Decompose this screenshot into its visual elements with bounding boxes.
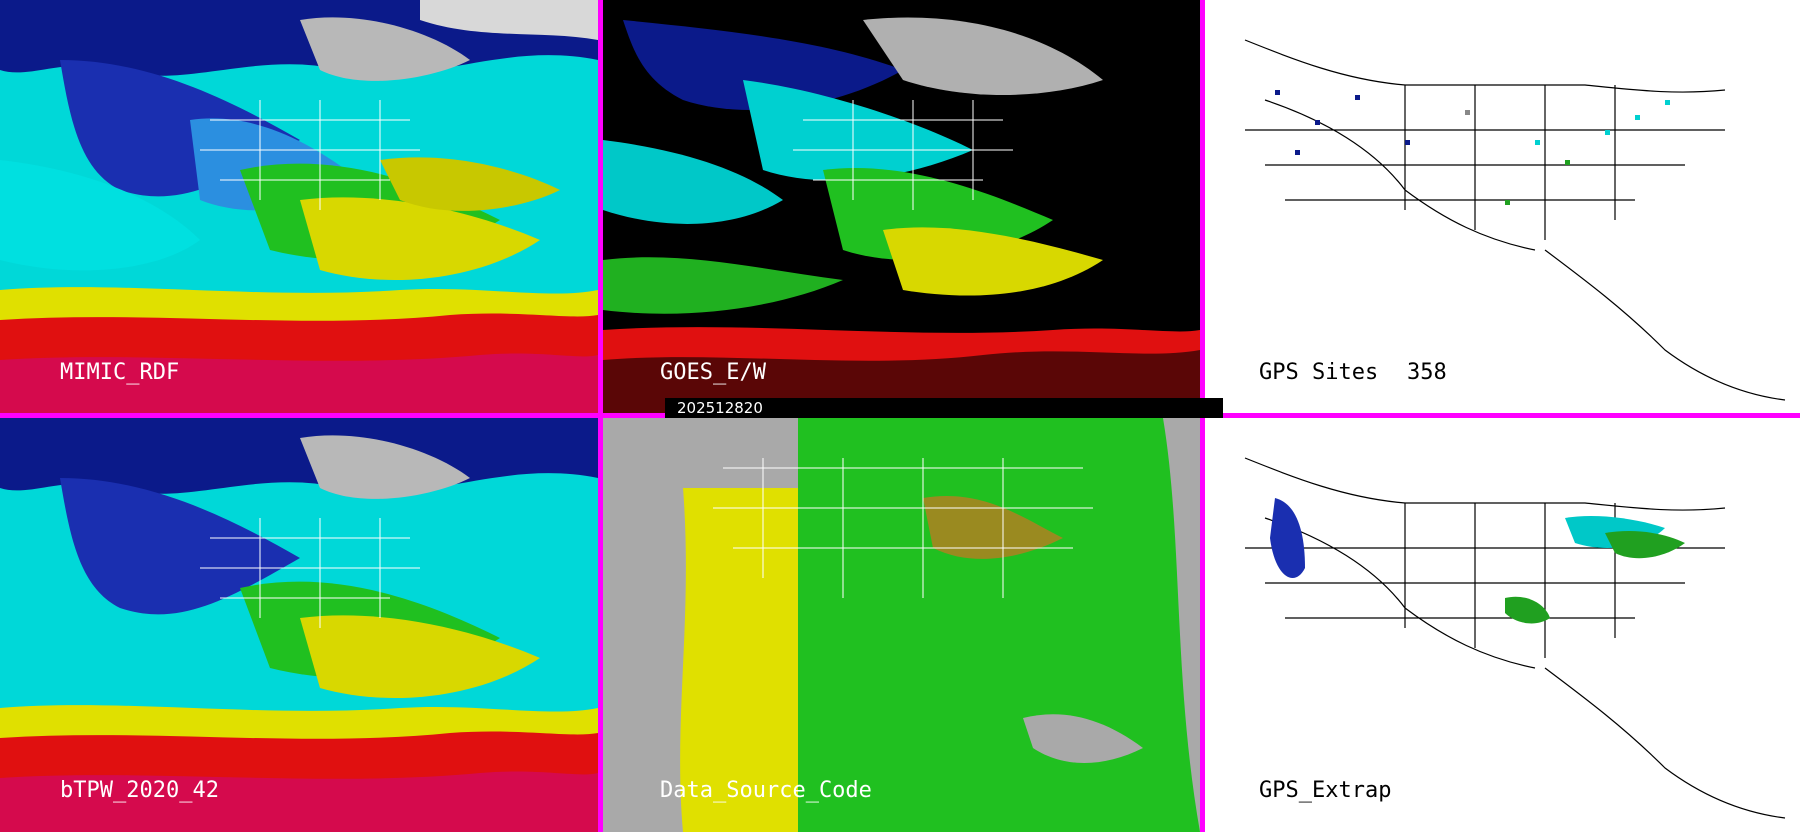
btpw-field-image — [0, 418, 598, 832]
gps-site-count: 358 — [1407, 360, 1447, 385]
panel-label: GPS_Extrap — [1259, 778, 1392, 803]
panel-label: MIMIC_RDF — [60, 360, 180, 385]
panel-mimic-rdf: MIMIC_RDF — [0, 0, 598, 413]
panel-label: GPS Sites — [1259, 360, 1379, 385]
data-source-field-image — [603, 418, 1200, 832]
panel-gps-sites: GPS Sites 358 — [1205, 0, 1800, 413]
panel-label: Data_Source_Code — [660, 778, 872, 803]
gps-site-markers — [1275, 90, 1670, 205]
gps-extrap-map — [1205, 418, 1800, 832]
panel-data-source-code: Data_Source_Code — [603, 418, 1200, 832]
panel-goes-ew: GOES_E/W — [603, 0, 1200, 413]
gps-sites-map — [1205, 0, 1800, 413]
panel-label: GOES_E/W — [660, 360, 766, 385]
timestamp-bar: 202512820 — [665, 398, 1223, 418]
panel-btpw-2020-42: bTPW_2020_42 — [0, 418, 598, 832]
panel-label: bTPW_2020_42 — [60, 778, 219, 803]
moisture-field-image — [0, 0, 598, 413]
panel-gps-extrap: GPS_Extrap — [1205, 418, 1800, 832]
goes-field-image — [603, 0, 1200, 413]
